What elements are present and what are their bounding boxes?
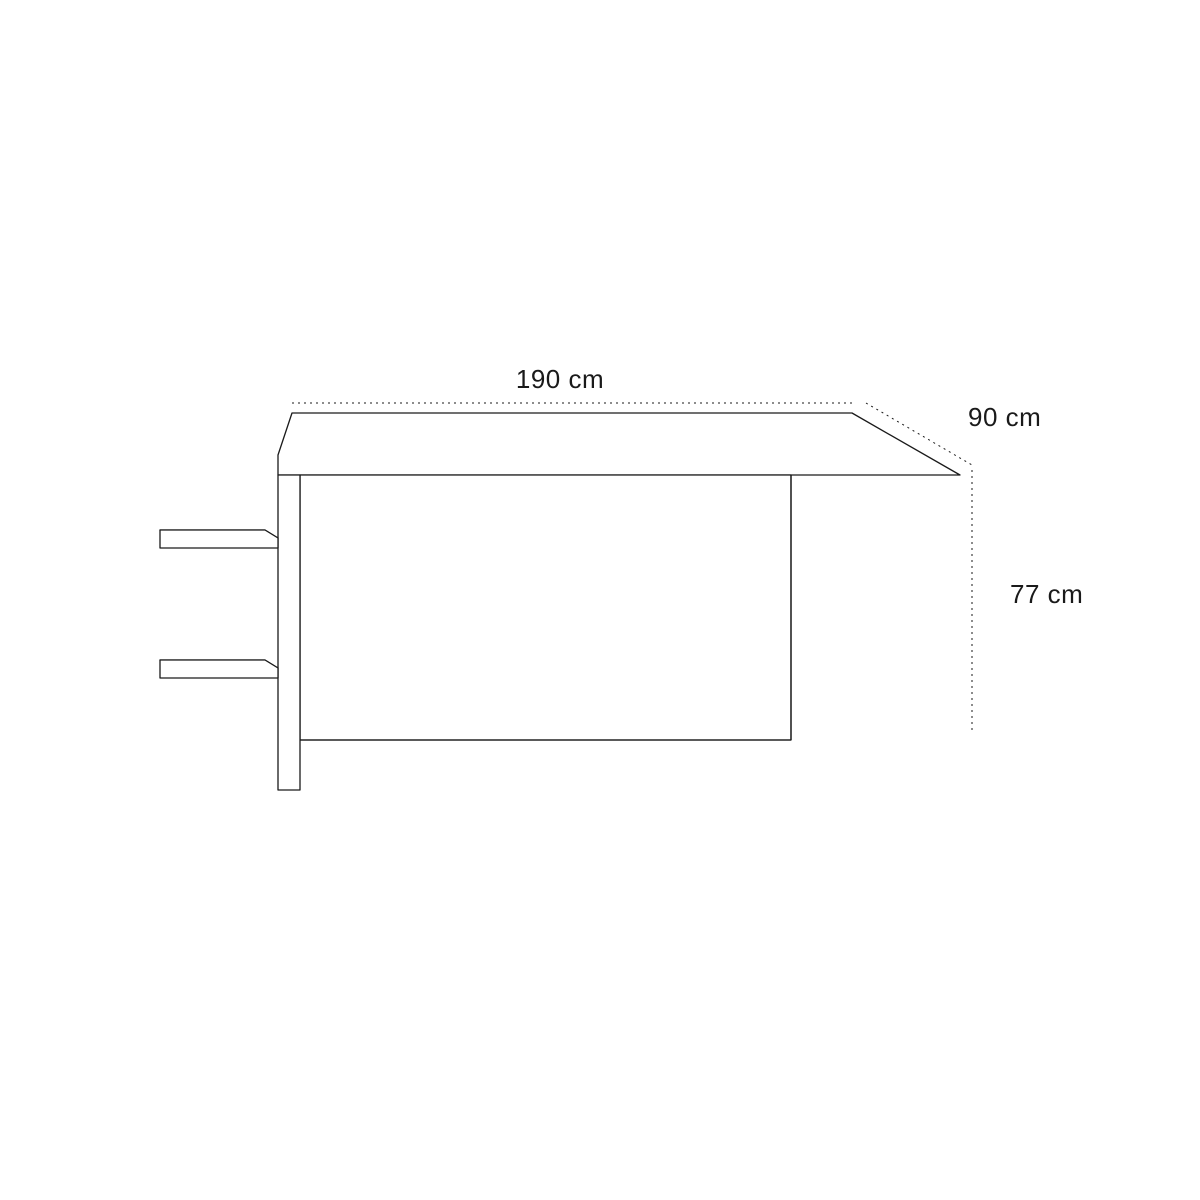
shelf-front-0: [160, 530, 278, 548]
desk-top-plate: [278, 413, 960, 475]
desk-shelves: [160, 530, 278, 678]
dimension-height-label: 77 cm: [1010, 579, 1083, 609]
desk-front-panel: [300, 475, 791, 740]
dimension-depth-label: 90 cm: [968, 402, 1041, 432]
shelf-front-1: [160, 660, 278, 678]
desk-outline: [160, 413, 960, 790]
dimension-width-label: 190 cm: [516, 364, 604, 394]
furniture-dimension-diagram: 190 cm 90 cm 77 cm: [0, 0, 1200, 1200]
desk-left-leg: [278, 475, 300, 790]
